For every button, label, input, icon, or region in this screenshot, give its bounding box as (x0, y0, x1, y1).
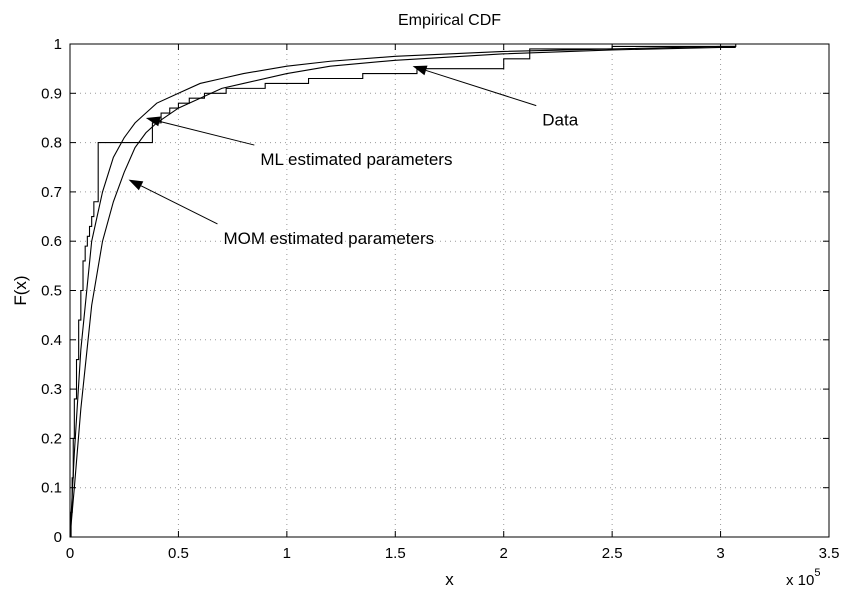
series-line-mom-estimated-parameters (69, 46, 736, 538)
y-axis-label: F(x) (11, 275, 30, 305)
y-tick-label: 0.9 (41, 85, 62, 102)
annotation-arrow-line (425, 69, 537, 107)
x-tick-label: 1 (283, 545, 291, 562)
y-tick-label: 0 (54, 529, 62, 546)
y-tick-label: 0.5 (41, 283, 62, 300)
annotation-label: MOM estimated parameters (223, 229, 434, 248)
x-axis-label: x (445, 570, 454, 589)
grid (70, 44, 829, 537)
x-tick-label: 2 (500, 545, 508, 562)
annotation-arrow-head (145, 116, 161, 127)
y-tick-label: 0.2 (41, 430, 62, 447)
curves (69, 44, 737, 538)
annotation-arrow-line (140, 185, 218, 225)
y-tick-label: 0.6 (41, 233, 62, 250)
x-axis-multiplier: x 105 (786, 567, 820, 589)
y-tick-label: 0.4 (41, 332, 62, 349)
annotations: Data ML estimated parameters MOM estimated… (128, 65, 579, 248)
x-axis-multiplier-base: x 10 (786, 572, 814, 589)
annotation-arrow-line (159, 120, 255, 146)
chart-title: Empirical CDF (398, 12, 501, 29)
y-tick-label: 1 (54, 36, 62, 53)
x-tick-label: 3 (716, 545, 724, 562)
x-tick-label: 1.5 (385, 545, 406, 562)
x-tick-label: 2.5 (602, 545, 623, 562)
series-line-data (70, 44, 737, 538)
x-axis-multiplier-exponent: 5 (814, 567, 820, 579)
annotation-label: Data (542, 111, 578, 130)
y-tick-label: 0.7 (41, 184, 62, 201)
y-tick-label: 0.8 (41, 135, 62, 152)
x-tick-label: 3.5 (819, 545, 840, 562)
y-tick-label: 0.3 (41, 381, 62, 398)
annotation-arrow-head (128, 179, 144, 191)
annotation-arrow-head (412, 65, 428, 76)
x-tick-label: 0 (66, 545, 74, 562)
series-line-ml-estimated-parameters (69, 45, 736, 538)
annotation-label: ML estimated parameters (260, 150, 452, 169)
x-tick-label: 0.5 (168, 545, 189, 562)
ticks: 0 0.5 1 1.5 2 2.5 3 3.5 0 0.1 0.2 0.3 0.4 0.5 0.6 0.7 0.… (41, 36, 839, 562)
y-tick-label: 0.1 (41, 480, 62, 497)
